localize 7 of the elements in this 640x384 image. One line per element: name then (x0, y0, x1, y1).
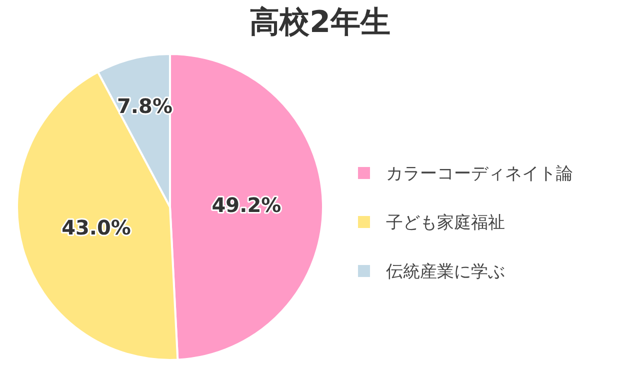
chart-title: 高校2年生 (250, 5, 390, 40)
legend-label: 子ども家庭福祉 (386, 213, 505, 233)
data-label: 7.8% (117, 94, 172, 118)
legend-label: カラーコーディネイト論 (386, 164, 573, 184)
legend-label: 伝統産業に学ぶ (386, 262, 505, 282)
data-label: 49.2% (212, 193, 282, 218)
data-label: 43.0% (62, 215, 131, 240)
